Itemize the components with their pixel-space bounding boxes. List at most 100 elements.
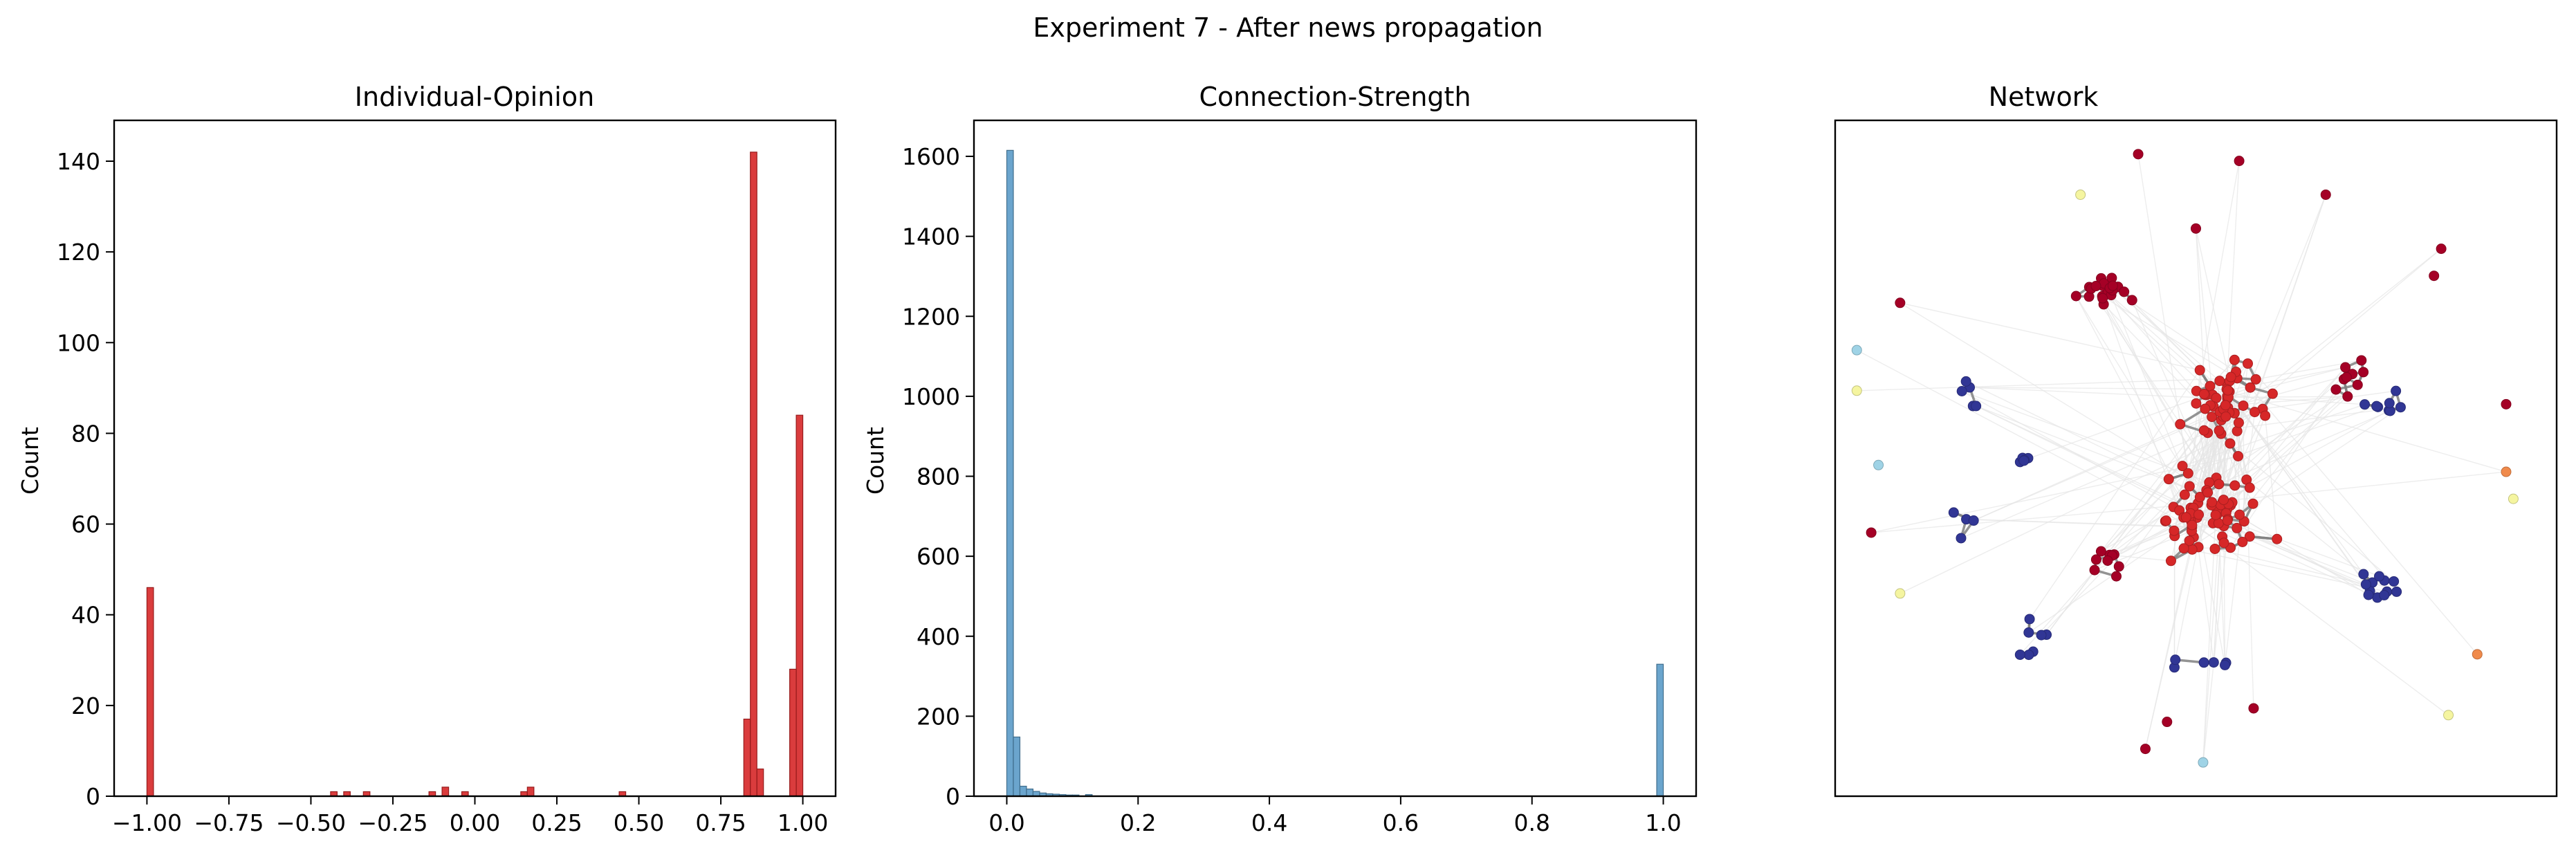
connection-strength-bar-0 (1006, 149, 1014, 797)
network-weak-edge (2226, 389, 2364, 575)
individual-opinion-ytick-label: 140 (57, 148, 100, 175)
network-weak-edge (2219, 407, 2401, 432)
connection-strength-xtick-label: 0.2 (1120, 809, 1156, 836)
network-node (2126, 295, 2137, 306)
network-node (2214, 425, 2225, 436)
network-node (2107, 280, 2118, 291)
individual-opinion-bar-11 (750, 151, 757, 797)
individual-opinion-bar-14 (795, 414, 804, 797)
network-node (2023, 627, 2034, 638)
network-node (2472, 649, 2483, 660)
network-node (1948, 507, 1959, 518)
network-node (2180, 512, 2191, 523)
network-node (1866, 527, 1877, 538)
network-node (2391, 586, 2402, 597)
network-node (2163, 474, 2174, 485)
individual-opinion-xtick-label: 0.50 (614, 809, 664, 836)
network-weak-edge (2202, 397, 2229, 763)
network-node (2443, 710, 2454, 721)
connection-strength-yticks: 0 200 400 600 800 1000 1200 1400 1600 (902, 143, 974, 810)
network-weak-edge (2226, 389, 2366, 585)
individual-opinion-bar-12 (756, 769, 764, 797)
network-node (2341, 371, 2352, 383)
network-node (2225, 438, 2236, 449)
network-node (2360, 579, 2371, 590)
network-node (2247, 498, 2258, 509)
network-node (2023, 650, 2034, 661)
network-node (2330, 384, 2342, 395)
network-weak-edge (2243, 248, 2442, 407)
network-node (2229, 354, 2240, 365)
network-node (2237, 536, 2248, 547)
individual-opinion-xtick-label: −0.25 (358, 809, 427, 836)
network-weak-edge (2024, 394, 2207, 461)
network-weak-edge (2212, 394, 2365, 405)
network-node (2260, 410, 2271, 421)
network-weak-edge (2226, 160, 2240, 389)
network-node (2371, 401, 2382, 412)
individual-opinion-ytick-label: 60 (71, 511, 100, 538)
network-node (2389, 576, 2400, 587)
network-node (2113, 561, 2124, 572)
network-weak-edge (2109, 554, 2171, 562)
network-node (2363, 589, 2374, 600)
network-node (2340, 362, 2351, 373)
network-weak-edge (2246, 479, 2364, 575)
network-node (2097, 293, 2108, 304)
individual-opinion-ytick-label: 40 (71, 602, 100, 629)
network-node (2162, 717, 2173, 728)
connection-strength-xtick-label: 0.4 (1251, 809, 1287, 836)
network-node (2036, 629, 2047, 641)
network-weak-edge (2195, 228, 2214, 407)
network-weak-edges (1856, 154, 2507, 763)
connection-strength-xtick-label: 0.0 (988, 809, 1024, 836)
network-node (2075, 189, 2086, 200)
connection-strength-xtick-label: 0.8 (1514, 809, 1549, 836)
network-weak-edge (2109, 506, 2174, 555)
connection-strength-ytick-label: 1400 (902, 223, 960, 250)
connection-strength-bar-1 (1013, 736, 1021, 797)
network-node (2089, 564, 2100, 576)
network-node (2018, 455, 2030, 466)
individual-opinion-bar-0 (146, 587, 154, 797)
individual-opinion-xtick-label: −0.50 (276, 809, 346, 836)
individual-opinion-xtick-label: −0.75 (194, 809, 264, 836)
network-node (2209, 543, 2220, 554)
network-node (2194, 365, 2205, 376)
network-node (2356, 355, 2367, 366)
connection-strength-ytick-label: 400 (917, 623, 960, 650)
network-node (2384, 398, 2395, 409)
connection-strength-ytick-label: 800 (917, 463, 960, 490)
network-node (2182, 468, 2193, 479)
network-weak-edge (1969, 387, 2227, 390)
network-weak-edge (2228, 367, 2346, 398)
connection-strength-xtick-label: 1.0 (1645, 809, 1681, 836)
network-node (2111, 571, 2122, 582)
connection-strength-ytick-label: 1200 (902, 303, 960, 330)
network-node (2359, 399, 2371, 410)
network-weak-edge (1871, 501, 2223, 533)
network-node (2184, 535, 2195, 546)
network-node (2207, 497, 2218, 508)
network-node (2024, 614, 2035, 625)
network-node (1956, 386, 1967, 397)
network-node (2198, 757, 2209, 768)
network-node (2391, 385, 2402, 396)
network-weak-edge (2183, 548, 2387, 592)
network-node (2208, 657, 2219, 668)
network-node (2501, 398, 2512, 410)
network-node (2242, 358, 2253, 369)
network-node (2169, 525, 2180, 536)
network-node (2234, 156, 2245, 167)
network-node (1971, 401, 1982, 412)
network-weak-edge (2212, 194, 2326, 524)
network-node (2238, 400, 2249, 411)
network-weak-edge (1871, 455, 2238, 533)
network-weak-edge (2216, 430, 2220, 515)
network-weak-edge (2190, 518, 2243, 543)
connection-strength-xticks: 0.0 0.2 0.4 0.6 0.8 1.0 (988, 796, 1682, 836)
network-node (2198, 657, 2209, 668)
network-nodes (1851, 149, 2519, 768)
network-node (2210, 509, 2221, 520)
